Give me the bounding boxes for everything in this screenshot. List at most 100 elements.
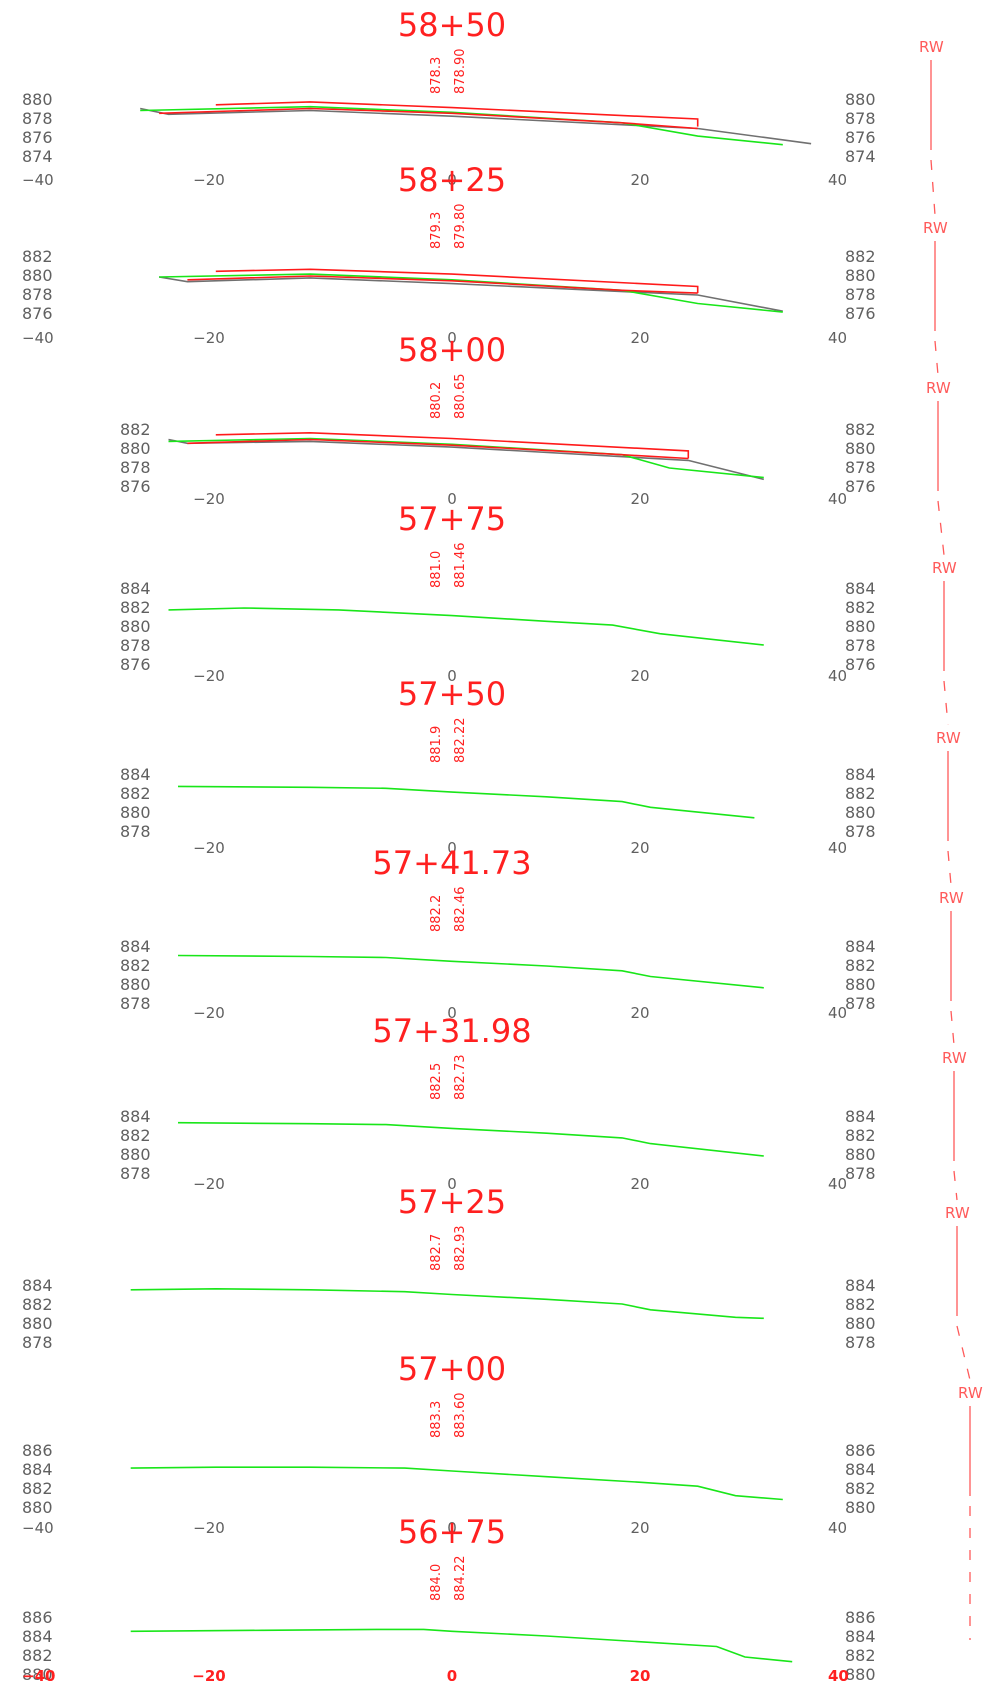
left-elevation-tick: 880 <box>120 617 151 636</box>
right-elevation-tick: 884 <box>845 579 876 598</box>
left-elevation-tick: 880 <box>120 1145 151 1164</box>
right-of-way-dashed-segment <box>950 1010 955 1046</box>
left-elevation-tick: 884 <box>22 1627 53 1646</box>
left-elevation-tick: 876 <box>120 655 151 674</box>
right-elevation-tick: 880 <box>845 1665 876 1684</box>
right-elevation-tick: 884 <box>845 937 876 956</box>
right-elevation-tick: 876 <box>845 655 876 674</box>
offset-tick-label: 20 <box>630 1175 649 1193</box>
existing-ground-line <box>130 1287 764 1320</box>
left-elevation-tick: 880 <box>120 803 151 822</box>
proposed-grade-line <box>187 275 698 294</box>
right-elevation-tick: 884 <box>845 765 876 784</box>
left-elevation-tick: 880 <box>120 975 151 994</box>
right-elevation-tick: 876 <box>845 304 876 323</box>
grade-elevation-label: 882.7 <box>429 1234 444 1271</box>
offset-tick-label: 20 <box>630 1519 649 1537</box>
proposed-grade-line <box>187 438 689 460</box>
grade-elevation-label: 884.0 <box>429 1564 444 1601</box>
offset-tick-label: 20 <box>630 171 649 189</box>
right-elevation-tick: 876 <box>845 477 876 496</box>
right-elevation-tick: 884 <box>845 1627 876 1646</box>
right-elevation-tick: 878 <box>845 1164 876 1183</box>
offset-tick-label: 40 <box>828 1667 849 1685</box>
left-elevation-tick: 882 <box>22 247 53 266</box>
right-elevation-tick: 880 <box>845 90 876 109</box>
ground-elevation-label: 879.80 <box>453 204 468 250</box>
right-of-way-label: RW <box>932 559 957 577</box>
proposed-grade-line <box>215 431 690 459</box>
station-title: 57+25 <box>398 1183 506 1221</box>
offset-tick-label: 0 <box>447 329 457 347</box>
existing-ground-line <box>130 1466 783 1501</box>
offset-tick-label: 0 <box>447 839 457 857</box>
left-elevation-tick: 884 <box>120 937 151 956</box>
grade-elevation-label: 880.2 <box>429 382 444 419</box>
offset-tick-label: 40 <box>828 329 847 347</box>
right-of-way-dashed-segment <box>943 680 949 726</box>
left-elevation-tick: 882 <box>22 1295 53 1314</box>
offset-tick-label: −20 <box>193 1175 225 1193</box>
offset-tick-label: −40 <box>22 329 54 347</box>
ground-elevation-label: 883.60 <box>453 1393 468 1439</box>
left-elevation-tick: 880 <box>22 1314 53 1333</box>
right-of-way-label: RW <box>926 379 951 397</box>
right-elevation-tick: 886 <box>845 1608 876 1627</box>
right-of-way-label: RW <box>958 1384 983 1402</box>
station-title: 57+00 <box>398 1350 506 1388</box>
left-elevation-tick: 884 <box>22 1276 53 1295</box>
right-elevation-tick: 876 <box>845 128 876 147</box>
left-elevation-tick: 882 <box>22 1646 53 1665</box>
left-elevation-tick: 880 <box>120 439 151 458</box>
offset-tick-label: −40 <box>22 1667 55 1685</box>
right-of-way-dashed-segment <box>956 1325 971 1381</box>
left-elevation-tick: 878 <box>120 822 151 841</box>
left-elevation-tick: 878 <box>22 109 53 128</box>
left-elevation-tick: 882 <box>120 1126 151 1145</box>
right-elevation-tick: 882 <box>845 1126 876 1145</box>
right-elevation-tick: 878 <box>845 1333 876 1352</box>
offset-tick-label: −20 <box>193 667 225 685</box>
grade-elevation-label: 881.9 <box>429 726 444 763</box>
ground-elevation-label: 881.46 <box>453 543 468 589</box>
right-elevation-tick: 880 <box>845 439 876 458</box>
right-elevation-tick: 878 <box>845 458 876 477</box>
grade-elevation-label: 881.0 <box>429 551 444 588</box>
right-elevation-tick: 882 <box>845 1479 876 1498</box>
right-of-way-label: RW <box>942 1049 967 1067</box>
right-elevation-tick: 882 <box>845 784 876 803</box>
station-title: 56+75 <box>398 1513 506 1551</box>
right-elevation-tick: 880 <box>845 1498 876 1517</box>
grade-elevation-label: 878.3 <box>429 57 444 94</box>
existing-ground-line <box>177 1121 764 1157</box>
left-elevation-tick: 876 <box>22 304 53 323</box>
existing-ground-line <box>177 785 755 819</box>
offset-tick-label: 0 <box>447 667 457 685</box>
offset-tick-label: −20 <box>193 490 225 508</box>
right-of-way-line: RW RW RW RW RW RW RW RW RW <box>919 38 983 1640</box>
left-elevation-tick: 882 <box>120 420 151 439</box>
right-of-way-label: RW <box>923 219 948 237</box>
offset-tick-label: −20 <box>193 171 225 189</box>
offset-tick-label: −20 <box>193 839 225 857</box>
offset-tick-label: 20 <box>630 839 649 857</box>
station-title: 58+50 <box>398 6 506 44</box>
right-elevation-tick: 880 <box>845 266 876 285</box>
offset-tick-label: 0 <box>447 171 457 189</box>
right-elevation-tick: 880 <box>845 617 876 636</box>
left-elevation-tick: 884 <box>22 1460 53 1479</box>
left-elevation-tick: 882 <box>120 784 151 803</box>
offset-tick-label: 20 <box>630 1004 649 1022</box>
offset-tick-label: −20 <box>193 329 225 347</box>
right-elevation-tick: 882 <box>845 1646 876 1665</box>
left-elevation-tick: 882 <box>120 956 151 975</box>
offset-tick-label: 40 <box>828 171 847 189</box>
ground-elevation-label: 880.65 <box>453 374 468 420</box>
